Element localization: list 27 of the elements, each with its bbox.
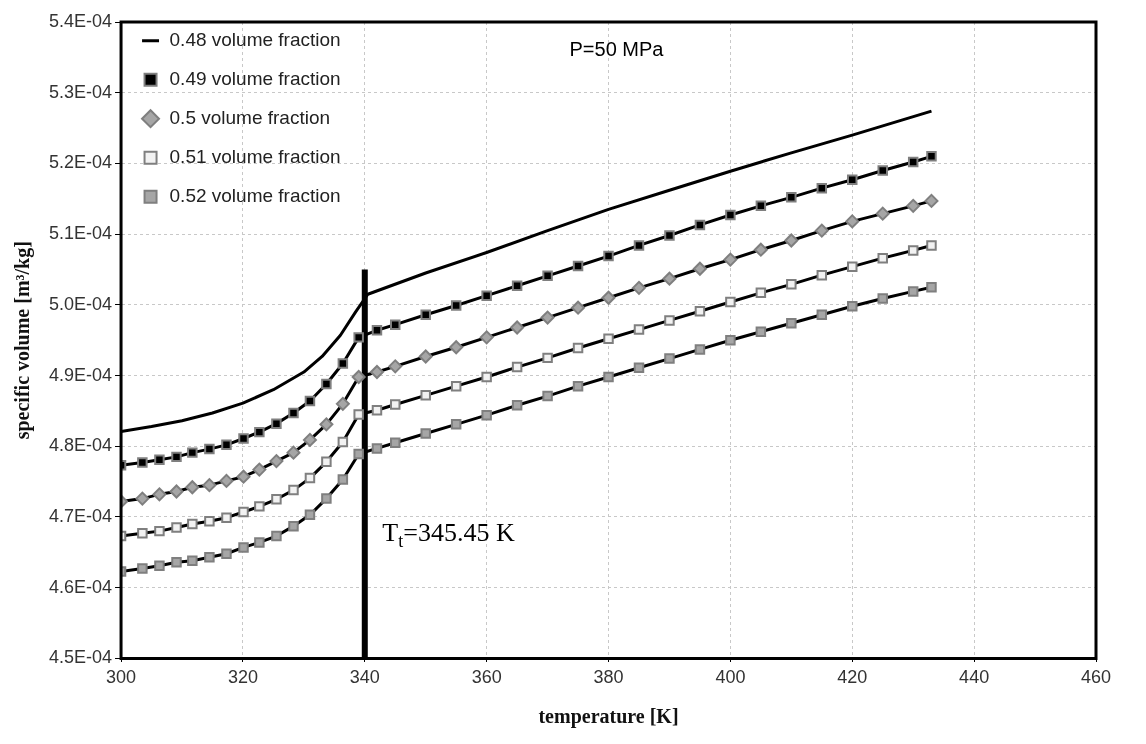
y-axis-title: specific volume [m³/kg] xyxy=(11,241,35,440)
x-tick-label: 360 xyxy=(471,667,502,688)
y-tick-label: 5.4E-04 xyxy=(49,10,113,31)
x-tick-label: 340 xyxy=(349,667,380,688)
y-tick-label: 5.1E-04 xyxy=(49,223,113,244)
x-tick-label: 320 xyxy=(227,667,258,688)
legend-label: 0.49 volume fraction xyxy=(169,67,341,89)
y-tick-label: 5.3E-04 xyxy=(49,81,113,102)
y-tick-label: 5.0E-04 xyxy=(49,293,113,314)
y-tick-label: 4.5E-04 xyxy=(49,647,113,668)
legend-label: 0.51 volume fraction xyxy=(169,145,341,167)
x-axis-title: temperature [K] xyxy=(538,705,679,729)
x-tick-label: 440 xyxy=(959,667,990,688)
x-tick-label: 400 xyxy=(715,667,746,688)
annotation: P=50 MPa xyxy=(569,37,665,60)
x-tick-label: 380 xyxy=(593,667,624,688)
x-tick-label: 300 xyxy=(106,667,137,688)
y-tick-label: 4.6E-04 xyxy=(49,576,113,597)
legend-label: 0.48 volume fraction xyxy=(169,28,341,50)
x-tick-label: 420 xyxy=(837,667,868,688)
y-tick-label: 4.8E-04 xyxy=(49,435,113,456)
legend-label: 0.5 volume fraction xyxy=(169,106,331,128)
y-tick-label: 4.9E-04 xyxy=(49,364,113,385)
x-tick-label: 460 xyxy=(1080,667,1112,688)
legend-label: 0.52 volume fraction xyxy=(169,184,341,206)
y-tick-label: 5.2E-04 xyxy=(49,152,113,173)
y-tick-label: 4.7E-04 xyxy=(49,505,113,526)
